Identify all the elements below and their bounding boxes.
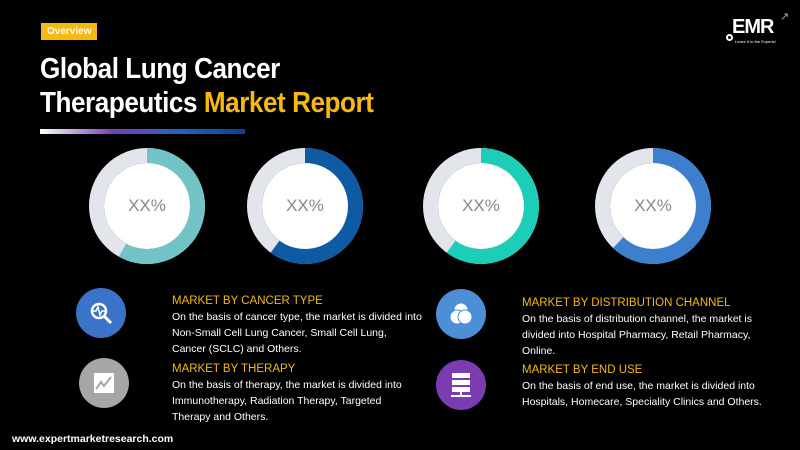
section-end-use: MARKET BY END USE On the basis of end use… — [522, 362, 772, 410]
section-text: On the basis of therapy, the market is d… — [172, 379, 402, 423]
donut-arc — [595, 148, 711, 264]
section-cancer-type: MARKET BY CANCER TYPE On the basis of can… — [172, 293, 422, 357]
section-therapy: MARKET BY THERAPY On the basis of therapy… — [172, 361, 422, 425]
emr-logo: ↗ EMR Leave it to the Experts! — [722, 10, 792, 50]
section-heading: MARKET BY DISTRIBUTION CHANNEL — [522, 297, 731, 309]
overview-badge: Overview — [41, 23, 98, 40]
page-title: Global Lung Cancer Therapeutics Market R… — [40, 52, 374, 120]
donut-arc — [423, 148, 539, 264]
donut-label: XX% — [634, 196, 672, 215]
donut-center — [262, 163, 348, 249]
donut-arc — [89, 148, 205, 264]
section-distribution-channel: MARKET BY DISTRIBUTION CHANNEL On the bas… — [522, 295, 772, 359]
section-text: On the basis of cancer type, the market … — [172, 311, 422, 355]
logo-tagline: Leave it to the Experts! — [735, 39, 776, 44]
logo-text: EMR — [732, 16, 774, 38]
title-line-2: Therapeutics Market Report — [40, 86, 374, 120]
donut-chart-2: XX% — [247, 148, 363, 264]
donut-center — [610, 163, 696, 249]
donut-center — [104, 163, 190, 249]
title-line-1: Global Lung Cancer — [40, 53, 280, 85]
section-text: On the basis of end use, the market is d… — [522, 380, 762, 408]
website-link[interactable]: www.expertmarketresearch.com — [12, 433, 174, 445]
chart-icon — [79, 358, 129, 408]
magnifier-pulse-icon — [76, 288, 126, 338]
section-heading: MARKET BY CANCER TYPE — [172, 295, 323, 307]
arrow-icon: ↗ — [780, 11, 790, 23]
donut-chart-4: XX% — [595, 148, 711, 264]
donut-chart-3: XX% — [423, 148, 539, 264]
gradient-divider — [40, 129, 245, 134]
ring-icon — [726, 34, 733, 41]
donut-label: XX% — [128, 196, 166, 215]
venn-icon — [436, 289, 486, 339]
server-icon — [436, 360, 486, 410]
title-highlight: Market Report — [203, 87, 374, 119]
section-text: On the basis of distribution channel, th… — [522, 313, 752, 357]
donut-label: XX% — [286, 196, 324, 215]
donut-label: XX% — [462, 196, 500, 215]
donut-chart-1: XX% — [89, 148, 205, 264]
title-white: Therapeutics — [40, 87, 204, 119]
donut-arc — [247, 148, 363, 264]
section-heading: MARKET BY THERAPY — [172, 363, 296, 375]
donut-center — [438, 163, 524, 249]
section-heading: MARKET BY END USE — [522, 364, 643, 376]
